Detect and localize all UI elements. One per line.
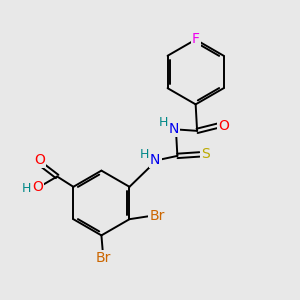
Text: Br: Br: [149, 209, 164, 223]
Text: N: N: [168, 122, 179, 136]
Text: N: N: [150, 153, 160, 167]
Text: H: H: [140, 148, 149, 161]
Text: O: O: [34, 153, 45, 167]
Text: S: S: [201, 147, 210, 161]
Text: O: O: [218, 118, 229, 133]
Text: O: O: [32, 179, 43, 194]
Text: F: F: [192, 32, 200, 46]
Text: Br: Br: [95, 251, 111, 266]
Text: H: H: [159, 116, 168, 129]
Text: H: H: [22, 182, 31, 195]
